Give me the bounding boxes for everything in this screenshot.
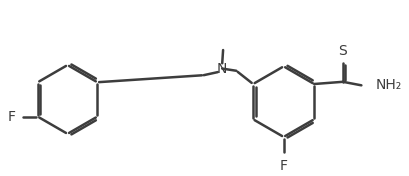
- Text: F: F: [279, 159, 287, 173]
- Text: N: N: [216, 62, 227, 76]
- Text: S: S: [338, 44, 346, 58]
- Text: F: F: [7, 110, 15, 124]
- Text: NH₂: NH₂: [375, 78, 401, 92]
